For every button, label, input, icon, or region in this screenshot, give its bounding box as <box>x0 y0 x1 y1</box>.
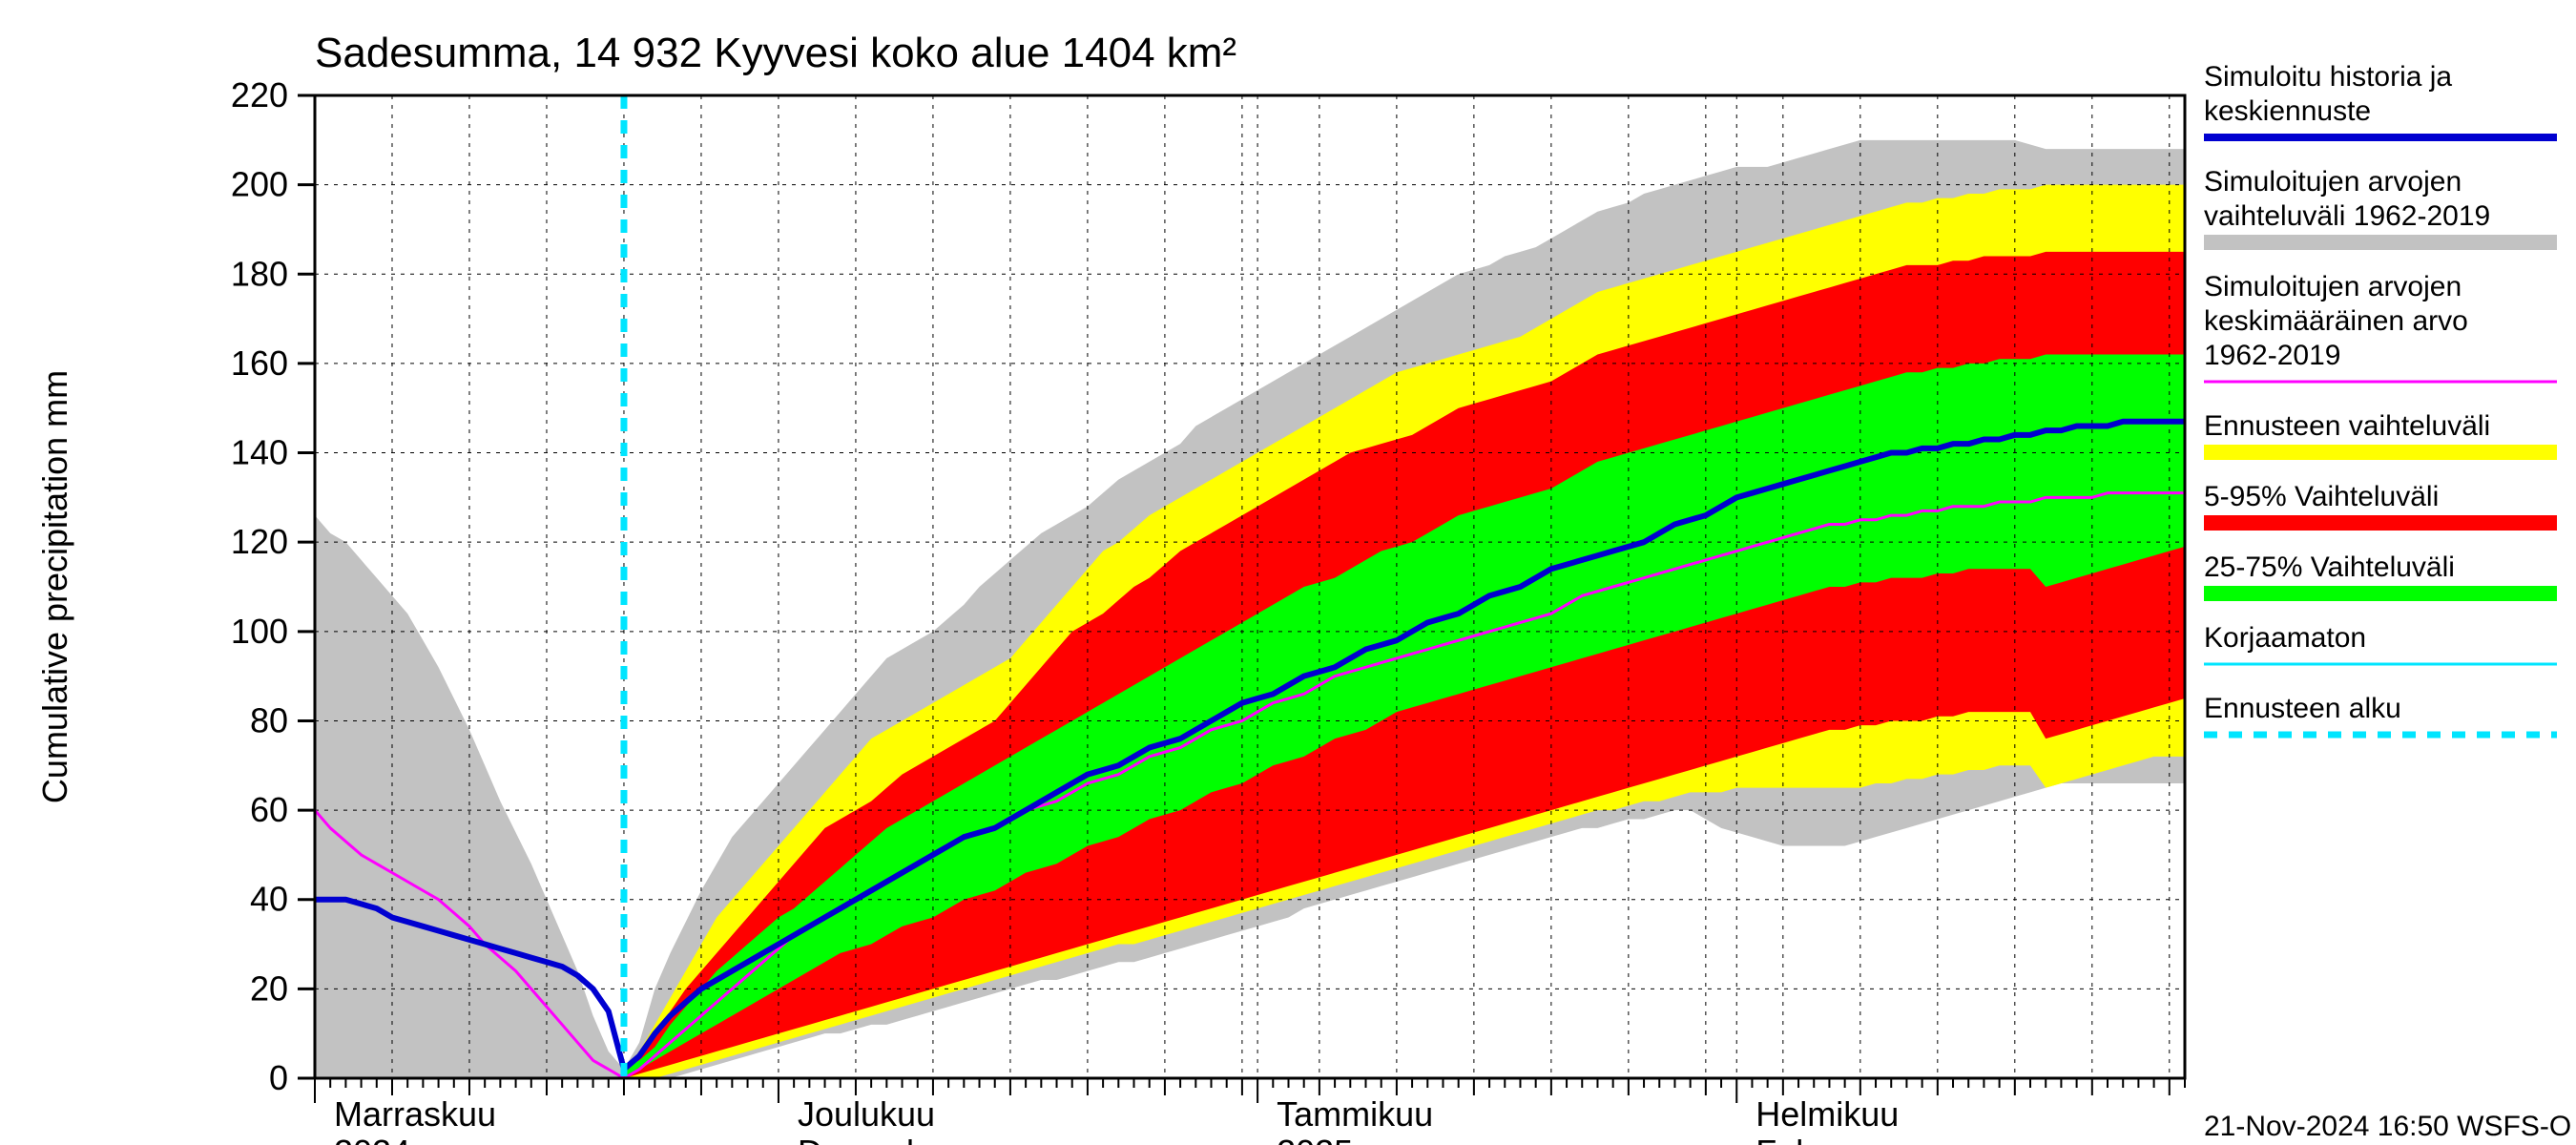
legend-label: keskiennuste <box>2204 95 2371 127</box>
legend-label: vaihteluväli 1962-2019 <box>2204 200 2490 232</box>
legend-label: 1962-2019 <box>2204 340 2340 371</box>
legend-swatch <box>2204 235 2557 250</box>
y-tick-label: 120 <box>231 522 288 561</box>
y-tick-label: 80 <box>250 700 288 739</box>
legend-swatch <box>2204 445 2557 460</box>
legend-label: Simuloitujen arvojen <box>2204 166 2462 198</box>
y-tick-label: 40 <box>250 880 288 919</box>
x-month-label: Joulukuu <box>798 1094 935 1134</box>
x-month-sublabel: December <box>798 1133 956 1145</box>
legend-label: Ennusteen vaihteluväli <box>2204 410 2490 442</box>
legend-swatch <box>2204 515 2557 531</box>
x-month-sublabel: February <box>1755 1133 1893 1145</box>
legend-label: Ennusteen alku <box>2204 693 2401 724</box>
y-axis-label: Cumulative precipitation mm <box>35 370 74 803</box>
x-month-label: Tammikuu <box>1277 1094 1433 1134</box>
legend-label: Korjaamaton <box>2204 622 2366 654</box>
legend-label: 5-95% Vaihteluväli <box>2204 481 2439 512</box>
y-tick-label: 20 <box>250 968 288 1008</box>
x-month-sublabel: 2025 <box>1277 1133 1353 1145</box>
y-tick-label: 160 <box>231 344 288 383</box>
x-month-label: Helmikuu <box>1755 1094 1899 1134</box>
y-tick-label: 60 <box>250 790 288 829</box>
legend-label: Simuloitu historia ja <box>2204 61 2452 93</box>
y-tick-label: 180 <box>231 254 288 293</box>
legend-label: Simuloitujen arvojen <box>2204 271 2462 302</box>
chart-title: Sadesumma, 14 932 Kyyvesi koko alue 1404… <box>315 30 1236 76</box>
x-month-label: Marraskuu <box>334 1094 496 1134</box>
y-tick-label: 0 <box>269 1058 288 1097</box>
x-month-sublabel: 2024 <box>334 1133 410 1145</box>
legend-swatch <box>2204 586 2557 601</box>
legend-label: keskimääräinen arvo <box>2204 305 2468 337</box>
y-tick-label: 140 <box>231 433 288 472</box>
y-tick-label: 100 <box>231 612 288 651</box>
y-tick-label: 220 <box>231 75 288 114</box>
footer-text: 21-Nov-2024 16:50 WSFS-O <box>2204 1111 2571 1142</box>
y-tick-label: 200 <box>231 165 288 204</box>
legend-label: 25-75% Vaihteluväli <box>2204 552 2455 583</box>
